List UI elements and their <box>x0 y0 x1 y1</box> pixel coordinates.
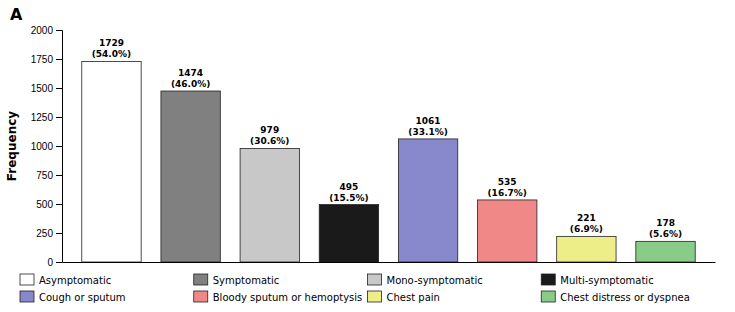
legend-item: Multi-symptomatic <box>541 274 653 286</box>
data-label: 221(6.9%) <box>570 213 603 234</box>
x-axis <box>63 262 716 263</box>
y-tick-label: 1750 <box>31 54 54 65</box>
y-tick-mark <box>56 30 62 31</box>
legend-swatch <box>20 274 34 285</box>
data-label: 535(16.7%) <box>488 177 527 198</box>
data-labels: 1729(54.0%) 1474(46.0%) 979(30.6%) 495(15.5… <box>92 38 682 239</box>
bar <box>398 139 457 262</box>
bar <box>478 200 537 262</box>
y-tick-label: 0 <box>47 257 53 268</box>
title: A <box>10 5 23 24</box>
bar <box>636 241 695 262</box>
legend: Asymptomatic Symptomatic Mono-symptomatic M… <box>20 274 690 303</box>
legend-label: Chest distress or dyspnea <box>560 292 690 303</box>
legend-item: Chest pain <box>368 291 440 303</box>
y-axis-title: Frequency <box>5 111 19 181</box>
legend-swatch <box>194 274 208 285</box>
y-tick-mark <box>56 204 62 205</box>
legend-item: Asymptomatic <box>20 274 111 286</box>
y-tick: 750 <box>36 170 62 181</box>
bar <box>319 205 378 262</box>
y-tick-label: 250 <box>36 228 53 239</box>
bars <box>82 61 695 262</box>
y-tick-mark <box>56 146 62 147</box>
bar <box>161 91 220 262</box>
y-tick-label: 1500 <box>31 83 54 94</box>
legend-swatch <box>194 291 208 302</box>
y-tick-label: 500 <box>36 199 53 210</box>
legend-item: Mono-symptomatic <box>368 274 483 286</box>
data-label: 1061(33.1%) <box>408 116 447 137</box>
plot: 0 250 500 750 1000 1250 1500 1750 2000 Frequency 1… <box>5 25 716 268</box>
y-tick: 2000 <box>31 25 62 36</box>
legend-swatch <box>541 291 555 302</box>
y-axis-line <box>56 31 63 263</box>
y-tick: 1500 <box>31 83 62 94</box>
legend-item: Chest distress or dyspnea <box>541 291 690 303</box>
y-tick: 0 <box>47 257 62 268</box>
y-tick-mark <box>56 59 62 60</box>
y-tick-label: 2000 <box>31 25 54 36</box>
y-tick: 1750 <box>31 54 62 65</box>
legend-swatch <box>368 291 382 302</box>
y-tick-mark <box>56 175 62 176</box>
data-label: 979(30.6%) <box>250 125 289 146</box>
legend-swatch <box>368 274 382 285</box>
legend-swatch <box>20 291 34 302</box>
data-label: 1474(46.0%) <box>171 68 210 89</box>
y-tick: 1000 <box>31 141 62 152</box>
bar <box>82 61 141 262</box>
legend-label: Multi-symptomatic <box>560 275 653 286</box>
data-label: 495(15.5%) <box>329 182 368 203</box>
y-tick: 500 <box>36 199 62 210</box>
legend-swatch <box>541 274 555 285</box>
legend-label: Asymptomatic <box>39 275 111 286</box>
y-tick-mark <box>56 262 62 263</box>
legend-label: Bloody sputum or hemoptysis <box>213 292 363 303</box>
x-axis-line <box>63 262 716 263</box>
data-label: 178(5.6%) <box>649 218 682 239</box>
y-tick-label: 750 <box>36 170 53 181</box>
y-tick-label: 1000 <box>31 141 54 152</box>
legend-label: Cough or sputum <box>39 292 126 303</box>
chart: A 0 250 500 750 1000 1250 1500 1750 2000 Frequency… <box>0 0 735 312</box>
y-tick-mark <box>56 117 62 118</box>
data-label: 1729(54.0%) <box>92 38 131 59</box>
legend-label: Mono-symptomatic <box>387 275 483 286</box>
legend-item: Bloody sputum or hemoptysis <box>194 291 363 303</box>
y-tick-mark <box>56 88 62 89</box>
legend-item: Symptomatic <box>194 274 279 286</box>
y-axis: 0 250 500 750 1000 1250 1500 1750 2000 <box>31 25 63 268</box>
legend-item: Cough or sputum <box>20 291 126 303</box>
y-tick: 250 <box>36 228 62 239</box>
y-tick-label: 1250 <box>31 112 54 123</box>
legend-label: Chest pain <box>387 292 440 303</box>
legend-label: Symptomatic <box>213 275 279 286</box>
y-tick-mark <box>56 233 62 234</box>
y-tick: 1250 <box>31 112 62 123</box>
bar <box>240 148 299 262</box>
bar <box>557 236 616 262</box>
